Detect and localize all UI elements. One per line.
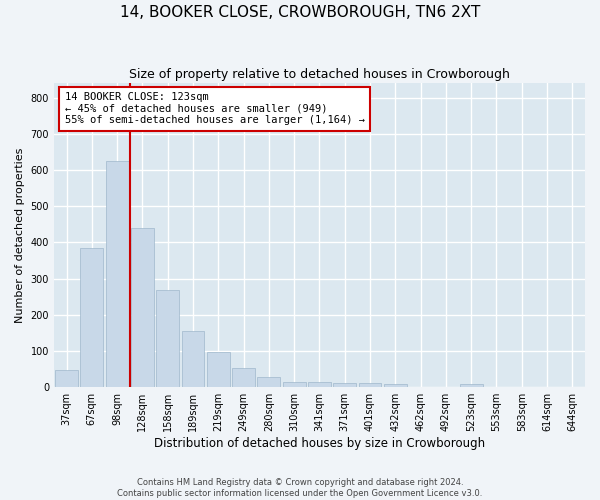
Bar <box>131 228 154 387</box>
Bar <box>359 383 382 387</box>
Bar <box>157 290 179 387</box>
Text: 14, BOOKER CLOSE, CROWBOROUGH, TN6 2XT: 14, BOOKER CLOSE, CROWBOROUGH, TN6 2XT <box>120 5 480 20</box>
Bar <box>55 370 78 387</box>
Bar <box>308 382 331 387</box>
Bar <box>283 382 305 387</box>
Text: Contains HM Land Registry data © Crown copyright and database right 2024.
Contai: Contains HM Land Registry data © Crown c… <box>118 478 482 498</box>
Bar <box>207 352 230 387</box>
Text: 14 BOOKER CLOSE: 123sqm
← 45% of detached houses are smaller (949)
55% of semi-d: 14 BOOKER CLOSE: 123sqm ← 45% of detache… <box>65 92 365 126</box>
Bar <box>232 368 255 387</box>
Bar <box>384 384 407 387</box>
Bar <box>460 384 482 387</box>
X-axis label: Distribution of detached houses by size in Crowborough: Distribution of detached houses by size … <box>154 437 485 450</box>
Bar <box>80 248 103 387</box>
Bar <box>106 161 128 387</box>
Bar <box>334 383 356 387</box>
Bar <box>257 378 280 387</box>
Bar <box>182 331 205 387</box>
Y-axis label: Number of detached properties: Number of detached properties <box>15 148 25 323</box>
Title: Size of property relative to detached houses in Crowborough: Size of property relative to detached ho… <box>129 68 510 80</box>
